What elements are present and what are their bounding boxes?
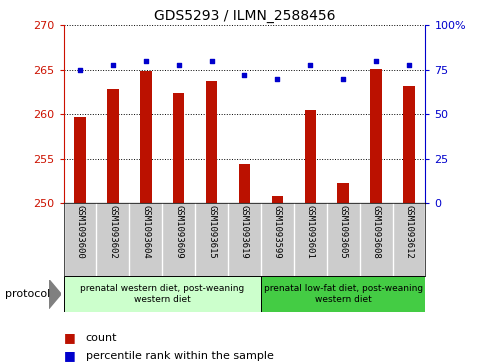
- Text: protocol: protocol: [5, 289, 50, 299]
- Text: GSM1093609: GSM1093609: [174, 205, 183, 258]
- Bar: [369, 69, 381, 203]
- Bar: [337, 183, 348, 203]
- Point: [207, 58, 215, 64]
- Text: GSM1093600: GSM1093600: [75, 205, 84, 258]
- Text: GSM1093612: GSM1093612: [404, 205, 413, 258]
- Text: ■: ■: [63, 349, 79, 362]
- Point: [273, 76, 281, 82]
- Bar: [205, 81, 217, 203]
- Bar: [238, 164, 250, 203]
- Bar: [107, 89, 119, 203]
- Point: [109, 62, 117, 68]
- Point: [76, 67, 84, 73]
- Text: GSM1093605: GSM1093605: [338, 205, 347, 258]
- Bar: [261, 276, 425, 312]
- Point: [404, 62, 412, 68]
- Text: GSM1093602: GSM1093602: [108, 205, 117, 258]
- Text: GSM1093619: GSM1093619: [240, 205, 248, 258]
- Point: [174, 62, 182, 68]
- Title: GDS5293 / ILMN_2588456: GDS5293 / ILMN_2588456: [153, 9, 335, 23]
- Point: [339, 76, 346, 82]
- Point: [371, 58, 379, 64]
- Bar: [304, 110, 315, 203]
- Point: [306, 62, 314, 68]
- Text: percentile rank within the sample: percentile rank within the sample: [85, 351, 273, 361]
- Bar: [271, 196, 283, 203]
- Text: prenatal low-fat diet, post-weaning
western diet: prenatal low-fat diet, post-weaning west…: [263, 284, 422, 304]
- Bar: [173, 93, 184, 203]
- Bar: [140, 71, 151, 203]
- Point: [142, 58, 149, 64]
- Text: GSM1093608: GSM1093608: [371, 205, 380, 258]
- Bar: [74, 117, 85, 203]
- Text: GSM1093615: GSM1093615: [207, 205, 216, 258]
- Text: ■: ■: [63, 331, 79, 344]
- Bar: [63, 276, 261, 312]
- Polygon shape: [49, 280, 61, 309]
- Text: count: count: [85, 333, 117, 343]
- Text: GSM1093601: GSM1093601: [305, 205, 314, 258]
- Text: GSM1093604: GSM1093604: [141, 205, 150, 258]
- Point: [240, 72, 248, 78]
- Text: prenatal western diet, post-weaning
western diet: prenatal western diet, post-weaning west…: [80, 284, 244, 304]
- Bar: [403, 86, 414, 203]
- Text: GSM1093599: GSM1093599: [272, 205, 281, 258]
